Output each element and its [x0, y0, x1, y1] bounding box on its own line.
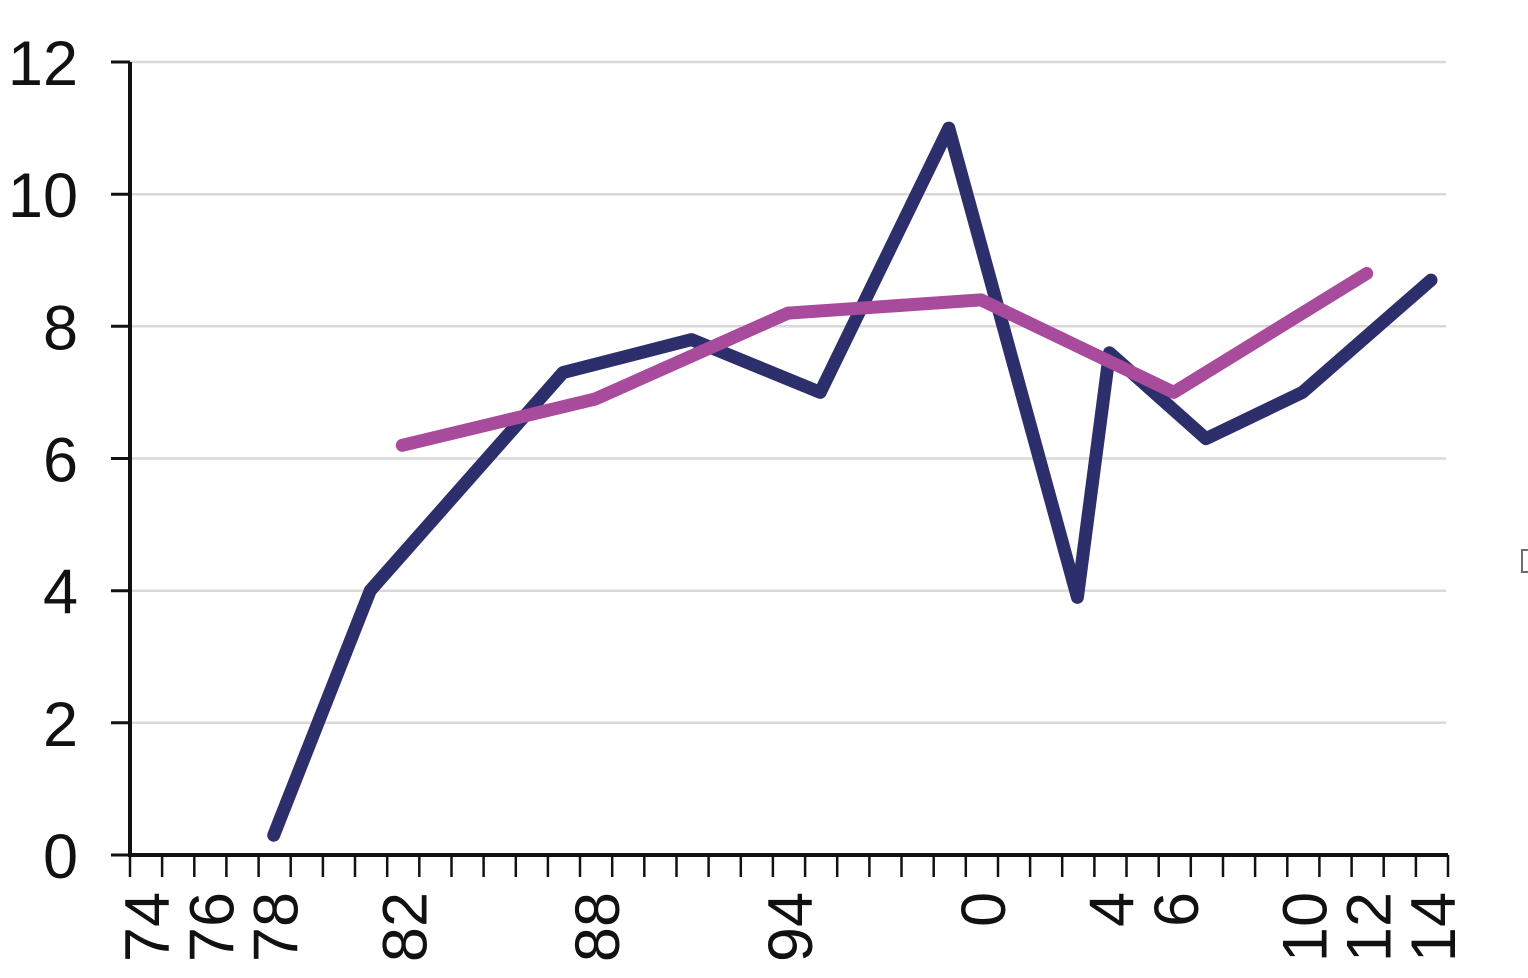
y-tick-label: 6 — [43, 426, 78, 496]
x-tick-label: 82 — [370, 892, 440, 962]
y-tick-label: 8 — [43, 293, 78, 363]
x-tick-label: 12 — [1335, 892, 1405, 962]
x-tick-label: 88 — [563, 892, 633, 962]
x-tick-label: 0 — [949, 892, 1019, 927]
x-tick-label: 4 — [1078, 892, 1148, 927]
x-tick-label: 76 — [177, 892, 247, 962]
y-tick-label: 0 — [43, 822, 78, 892]
x-tick-label: 14 — [1399, 892, 1469, 962]
x-tick-label: 6 — [1142, 892, 1212, 927]
x-tick-label: 10 — [1270, 892, 1340, 962]
y-axis-ticks: 0 2 4 6 8 10 12 — [8, 29, 130, 892]
y-tick-label: 10 — [8, 161, 78, 231]
missing-glyph-box — [1521, 549, 1528, 573]
x-axis-ticks — [128, 855, 1450, 877]
magenta-line — [395, 267, 1374, 452]
y-tick-label: 4 — [43, 558, 78, 628]
x-tick-label: 74 — [113, 892, 183, 962]
x-tick-label: 78 — [242, 892, 312, 962]
y-tick-label: 2 — [43, 690, 78, 760]
y-tick-label: 12 — [8, 29, 78, 99]
gridlines — [130, 60, 1446, 725]
x-tick-label: 94 — [756, 892, 826, 962]
dark-blue-line — [267, 121, 1438, 842]
